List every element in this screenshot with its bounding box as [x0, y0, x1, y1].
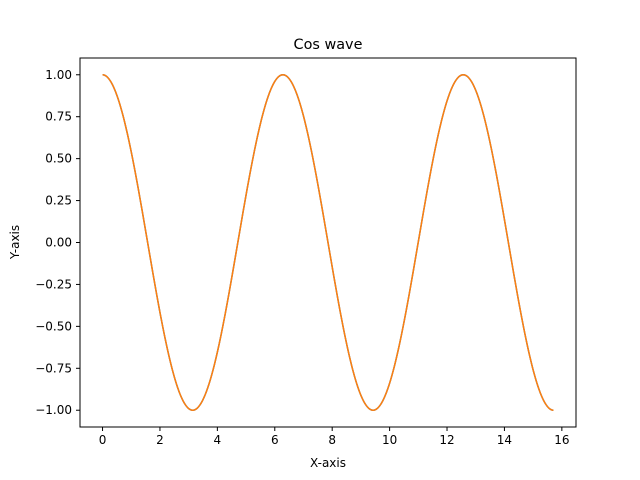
x-axis-label: X-axis: [310, 456, 346, 470]
y-tick-label: 0.50: [45, 152, 72, 166]
y-axis-ticks: −1.00 −0.75 −0.50 −0.25 0.00 0.25 0.50 0.75 1.00: [35, 68, 80, 417]
y-tick-label: −0.75: [35, 361, 72, 375]
x-tick-label: 2: [156, 433, 164, 447]
series-line-1: [102, 74, 554, 411]
x-tick-label: 8: [328, 433, 336, 447]
y-tick-label: 0.00: [45, 236, 72, 250]
y-tick-label: 0.75: [45, 110, 72, 124]
y-tick-label: −1.00: [35, 403, 72, 417]
x-tick-label: 6: [271, 433, 279, 447]
y-axis-label: Y-axis: [8, 225, 22, 260]
y-tick-label: 1.00: [45, 68, 72, 82]
x-tick-label: 4: [214, 433, 222, 447]
y-tick-label: −0.50: [35, 319, 72, 333]
x-axis-ticks: 0 2 4 6 8 10 12 14 16: [99, 427, 569, 447]
y-tick-label: 0.25: [45, 194, 72, 208]
chart-title: Cos wave: [294, 37, 363, 53]
x-tick-label: 16: [554, 433, 569, 447]
plot-lines: [102, 74, 554, 411]
x-tick-label: 12: [439, 433, 454, 447]
y-tick-label: −0.25: [35, 277, 72, 291]
x-tick-label: 10: [382, 433, 397, 447]
x-tick-label: 14: [497, 433, 512, 447]
x-tick-label: 0: [99, 433, 107, 447]
